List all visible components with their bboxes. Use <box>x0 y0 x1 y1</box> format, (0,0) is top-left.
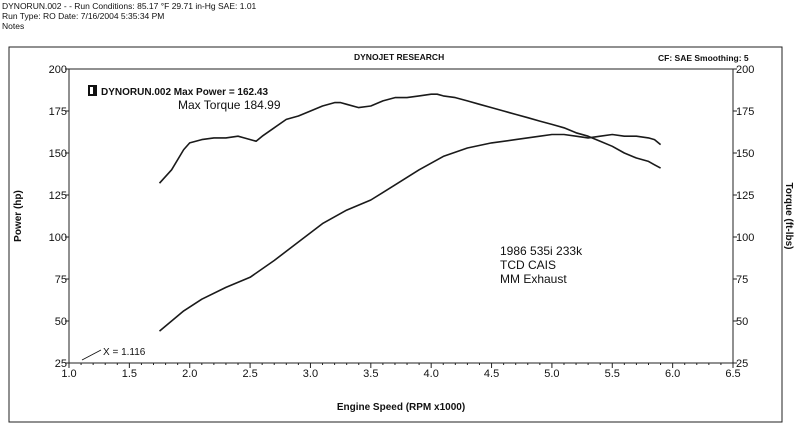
y-left-axis-title: Power (hp) <box>13 190 24 242</box>
plot-area <box>68 68 734 364</box>
x-tick-label: 4.0 <box>424 368 439 380</box>
x-tick-label: 3.0 <box>303 368 318 380</box>
x-tick-label: 5.0 <box>544 368 559 380</box>
x-tick-label: 1.5 <box>122 368 137 380</box>
x-marker-label: X = 1.116 <box>103 347 146 358</box>
company-title: DYNOJET RESEARCH <box>354 52 445 62</box>
x-marker-pointer <box>81 349 102 361</box>
y-left-tick-label: 125 <box>49 190 67 202</box>
y-right-tick-label: 75 <box>736 274 748 286</box>
y-right-tick-label: 125 <box>736 190 754 202</box>
max-torque-annotation: Max Torque 184.99 <box>178 98 281 112</box>
y-left-tick-label: 50 <box>55 316 67 328</box>
x-axis-title: Engine Speed (RPM x1000) <box>337 402 465 413</box>
x-tick-label: 6.0 <box>665 368 680 380</box>
outer-frame <box>8 46 783 423</box>
y-left-tick-label: 150 <box>49 148 67 160</box>
y-right-tick-label: 150 <box>736 148 754 160</box>
y-right-tick-label: 50 <box>736 316 748 328</box>
x-tick-label: 2.5 <box>242 368 257 380</box>
y-right-tick-label: 175 <box>736 106 754 118</box>
x-tick-label: 6.5 <box>725 368 740 380</box>
y-left-tick-label: 75 <box>55 274 67 286</box>
settings-label: CF: SAE Smoothing: 5 <box>658 53 749 63</box>
y-left-tick-label: 100 <box>49 232 67 244</box>
note-car: 1986 535i 233k <box>500 244 583 258</box>
note-intake: TCD CAIS <box>500 258 556 272</box>
run-conditions-line: DYNORUN.002 - - Run Conditions: 85.17 °F… <box>2 1 257 11</box>
x-tick-label: 5.5 <box>605 368 620 380</box>
x-tick-label: 4.5 <box>484 368 499 380</box>
y-right-tick-label: 25 <box>736 358 748 370</box>
legend-swatch-inner <box>90 87 93 94</box>
x-tick-label: 3.5 <box>363 368 378 380</box>
torque-line <box>158 93 661 184</box>
y-right-tick-label: 100 <box>736 232 754 244</box>
power-line <box>158 133 662 332</box>
y-right-tick-label: 200 <box>736 64 754 76</box>
x-tick-label: 2.0 <box>182 368 197 380</box>
y-left-tick-label: 25 <box>55 358 67 370</box>
y-left-tick-label: 175 <box>49 106 67 118</box>
y-left-tick-label: 200 <box>49 64 67 76</box>
x-tick-label: 1.0 <box>61 368 76 380</box>
run-type-line: Run Type: RO Date: 7/16/2004 5:35:34 PM <box>2 11 165 21</box>
note-exhaust: MM Exhaust <box>500 272 567 286</box>
y-right-axis-title: Torque (ft-lbs) <box>783 182 794 249</box>
notes-line: Notes <box>2 21 25 31</box>
legend-label: DYNORUN.002 Max Power = 162.43 <box>101 87 268 98</box>
